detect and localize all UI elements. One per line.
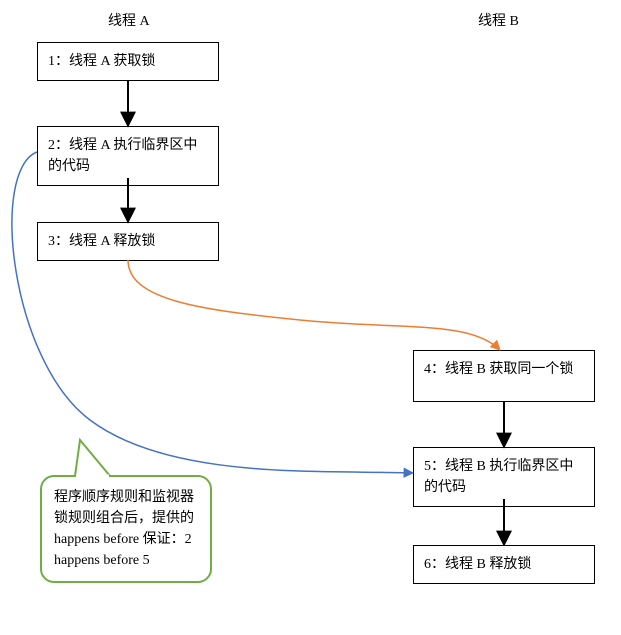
node-5: 5：线程 B 执行临界区中的代码 — [413, 447, 595, 507]
header-thread-b: 线程 B — [478, 10, 519, 30]
node-6: 6：线程 B 释放锁 — [413, 545, 595, 584]
node-3: 3：线程 A 释放锁 — [37, 222, 219, 261]
node-4: 4：线程 B 获取同一个锁 — [413, 350, 595, 402]
header-thread-a: 线程 A — [108, 10, 150, 30]
node-2: 2：线程 A 执行临界区中的代码 — [37, 126, 219, 186]
callout-happens-before: 程序顺序规则和监视器锁规则组合后，提供的 happens before 保证：2… — [40, 475, 212, 583]
node-1: 1：线程 A 获取锁 — [37, 42, 219, 81]
